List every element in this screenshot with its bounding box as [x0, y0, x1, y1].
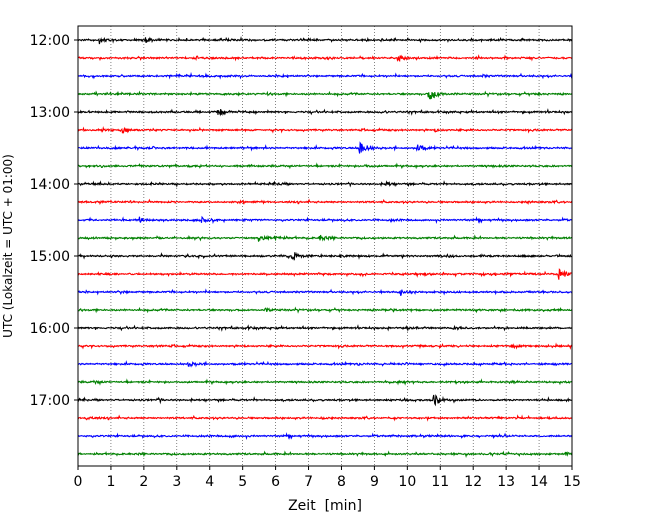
trace-line: [77, 432, 573, 440]
trace-line: [77, 306, 573, 314]
y-tick-label: 13:00: [30, 105, 70, 121]
trace-line: [77, 268, 573, 280]
trace-line: [77, 342, 573, 350]
x-tick-label: 2: [139, 474, 148, 490]
trace-line: [77, 394, 573, 407]
x-tick-label: 13: [497, 474, 515, 490]
trace-line: [77, 36, 573, 45]
trace-line: [77, 125, 573, 134]
x-tick-label: 10: [398, 474, 416, 490]
y-tick-label: 12:00: [30, 33, 70, 49]
x-tick-label: 1: [106, 474, 115, 490]
x-tick-label: 15: [563, 474, 581, 490]
seismic-traces: [77, 36, 573, 458]
x-axis-ticks: 0 1 2 3 4 5 6 7 8 9 10 11 12 13 14 15: [74, 466, 581, 490]
trace-line: [77, 141, 573, 154]
trace-line: [77, 360, 573, 368]
x-tick-label: 0: [74, 474, 83, 490]
trace-line: [77, 450, 573, 458]
plot-frame: [77, 25, 573, 467]
trace-line: [77, 252, 573, 261]
y-axis-title: UTC (Lokalzeit = UTC + 01:00): [1, 154, 15, 338]
y-tick-label: 16:00: [30, 321, 70, 337]
trace-line: [77, 180, 573, 188]
x-tick-label: 14: [530, 474, 548, 490]
x-tick-label: 9: [370, 474, 379, 490]
trace-line: [77, 378, 573, 386]
x-tick-label: 3: [172, 474, 181, 490]
x-tick-label: 11: [431, 474, 449, 490]
trace-line: [77, 288, 573, 296]
y-axis-ticks: 12:00 13:00 14:00 15:00 16:00 17:00: [30, 33, 78, 409]
x-tick-label: 4: [205, 474, 214, 490]
trace-line: [77, 215, 573, 225]
y-tick-label: 14:00: [30, 177, 70, 193]
trace-line: [77, 414, 573, 422]
trace-line: [77, 324, 573, 333]
trace-line: [77, 198, 573, 205]
trace-line: [77, 162, 573, 170]
trace-line: [77, 234, 573, 242]
trace-line: [77, 108, 573, 117]
x-tick-label: 8: [337, 474, 346, 490]
x-tick-label: 6: [271, 474, 280, 490]
y-tick-label: 17:00: [30, 393, 70, 409]
x-tick-label: 7: [304, 474, 313, 490]
trace-line: [77, 71, 573, 80]
trace-line: [77, 90, 573, 100]
x-tick-label: 5: [238, 474, 247, 490]
y-tick-label: 15:00: [30, 249, 70, 265]
x-tick-label: 12: [464, 474, 482, 490]
trace-line: [77, 54, 573, 63]
x-axis-title: Zeit [min]: [288, 498, 362, 514]
